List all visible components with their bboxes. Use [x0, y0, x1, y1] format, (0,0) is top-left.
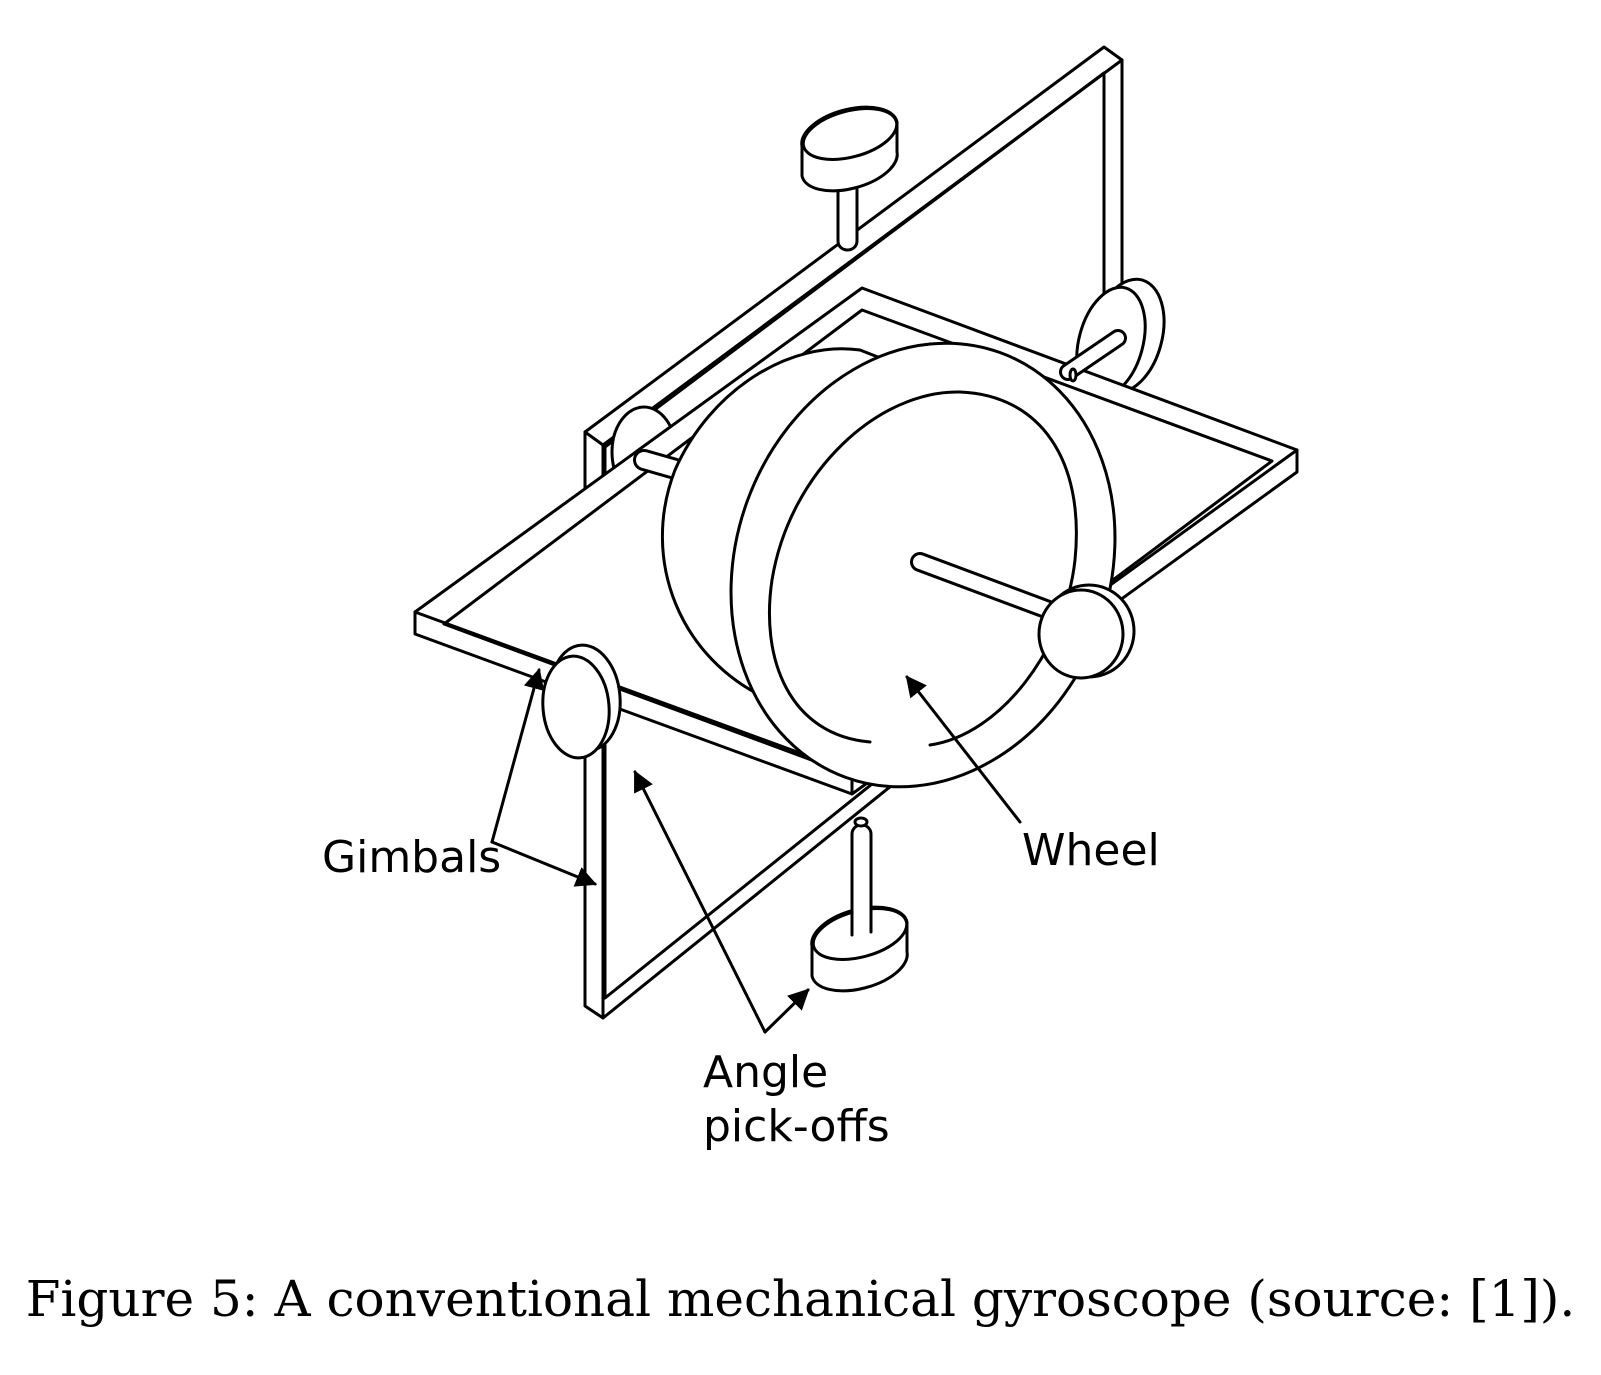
left-front-pick-off — [541, 643, 622, 760]
top-pick-off — [800, 105, 899, 252]
gyroscope-diagram — [413, 45, 1299, 1034]
angle-label-line1: Angle — [703, 1047, 829, 1098]
gimbals-label: Gimbals — [322, 832, 502, 883]
wheel-label: Wheel — [1022, 825, 1160, 876]
angle-pick-offs-label: Angle pick-offs — [703, 1046, 890, 1154]
wheel-pointer — [905, 675, 1022, 824]
angle-pick-offs-pointer — [633, 770, 810, 1034]
wheel-axle — [910, 552, 1072, 625]
bottom-pick-off — [810, 816, 909, 993]
figure-caption: Figure 5: A conventional mechanical gyro… — [25, 1270, 1576, 1328]
wheel — [661, 341, 1117, 789]
angle-label-line2: pick-offs — [703, 1101, 890, 1152]
right-front-pick-off — [1037, 583, 1136, 680]
gimbals-pointer — [490, 667, 597, 887]
